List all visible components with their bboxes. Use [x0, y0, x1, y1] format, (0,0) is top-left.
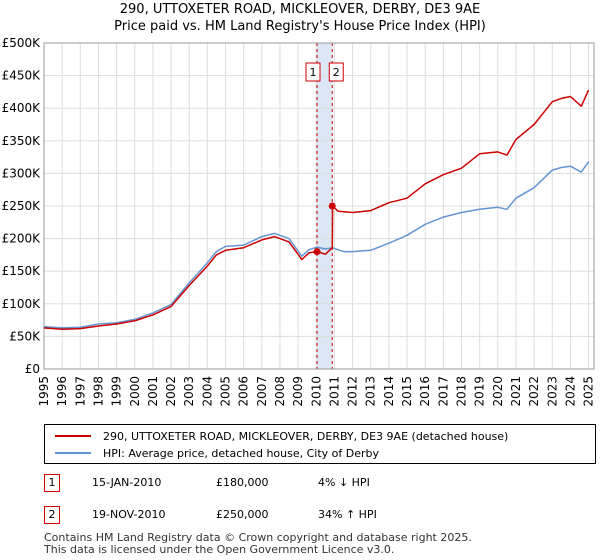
legend-swatch-hpi	[55, 452, 91, 454]
x-tick-label: 2015	[400, 376, 414, 407]
legend-item-hpi: HPI: Average price, detached house, City…	[55, 445, 379, 461]
x-tick-label: 2013	[364, 376, 378, 407]
property-price-line	[43, 89, 590, 330]
transaction-hpi: 4% ↓ HPI	[318, 476, 370, 489]
x-tick-label: 2004	[200, 376, 214, 407]
legend-swatch-property	[55, 435, 91, 437]
x-tick-label: 2011	[327, 376, 341, 407]
sale-badge	[305, 62, 321, 82]
transaction-date: 19-NOV-2010	[92, 508, 166, 521]
x-tick-label: 2014	[382, 376, 396, 407]
transaction-price: £250,000	[216, 508, 269, 521]
y-tick-label: £250K	[2, 199, 42, 213]
x-tick-label: 2025	[582, 376, 596, 407]
x-tick-label: 2017	[436, 376, 450, 407]
y-tick-label: £150K	[2, 264, 42, 278]
x-tick-label: 2002	[164, 376, 178, 407]
y-tick-label: £0	[25, 362, 40, 376]
x-tick-label: 2003	[182, 376, 196, 407]
sale-badge-label: 1	[310, 66, 317, 79]
y-tick-label: £50K	[9, 329, 41, 343]
x-tick-label: 2008	[273, 376, 287, 407]
hpi-line	[43, 161, 590, 329]
y-tick-label: £400K	[2, 101, 42, 115]
price-chart: £0 £50K £100K £150K £200K £250K £300K £350K £400…	[2, 36, 596, 407]
x-tick-label: 2016	[418, 376, 432, 407]
x-tick-label: 2005	[219, 376, 233, 407]
chart-title: 290, UTTOXETER ROAD, MICKLEOVER, DERBY, …	[119, 2, 481, 17]
legend-item-property: 290, UTTOXETER ROAD, MICKLEOVER, DERBY, …	[55, 428, 508, 444]
x-tick-label: 2000	[128, 376, 142, 407]
x-tick-label: 2006	[237, 376, 251, 407]
sale-point	[313, 248, 321, 256]
x-tick-label: 2021	[509, 376, 523, 407]
x-tick-label: 1996	[55, 376, 69, 407]
x-tick-label: 2009	[291, 376, 305, 407]
legend: 290, UTTOXETER ROAD, MICKLEOVER, DERBY, …	[44, 424, 596, 464]
transaction-date: 15-JAN-2010	[92, 476, 162, 489]
y-tick-label: £350K	[2, 134, 42, 148]
plot-frame	[43, 42, 595, 370]
x-tick-label: 2023	[545, 376, 559, 407]
y-tick-label: £100K	[2, 297, 42, 311]
sale-badge	[328, 62, 344, 82]
legend-label-property: 290, UTTOXETER ROAD, MICKLEOVER, DERBY, …	[103, 429, 509, 443]
x-tick-label: 2019	[473, 376, 487, 407]
x-tick-label: 2024	[563, 376, 577, 407]
chart-subtitle: Price paid vs. HM Land Registry's House …	[114, 19, 486, 34]
x-tick-label: 2010	[309, 376, 323, 407]
x-tick-label: 2018	[454, 376, 468, 407]
x-tick-label: 2020	[491, 376, 505, 407]
y-tick-label: £450K	[2, 69, 42, 83]
transaction-price: £180,000	[216, 476, 269, 489]
transaction-hpi: 34% ↑ HPI	[318, 508, 377, 521]
x-tick-label: 2001	[146, 376, 160, 407]
footer-copyright: Contains HM Land Registry data © Crown c…	[44, 531, 472, 544]
sale-badge-label: 2	[333, 66, 340, 79]
legend-label-hpi: HPI: Average price, detached house, City…	[103, 446, 380, 460]
transaction-badge: 2	[44, 506, 60, 524]
footer-licence: This data is licensed under the Open Gov…	[44, 543, 395, 556]
x-tick-label: 1997	[73, 376, 87, 407]
x-tick-label: 1999	[110, 376, 124, 407]
x-tick-label: 2022	[527, 376, 541, 407]
y-tick-label: £500K	[2, 36, 42, 50]
sale-point	[328, 202, 336, 210]
x-tick-label: 1995	[37, 376, 51, 407]
transaction-badge: 1	[44, 474, 60, 492]
y-tick-label: £200K	[2, 232, 42, 246]
x-tick-label: 1998	[91, 376, 105, 407]
x-tick-label: 2007	[255, 376, 269, 407]
y-tick-label: £300K	[2, 166, 42, 180]
x-tick-label: 2012	[346, 376, 360, 407]
